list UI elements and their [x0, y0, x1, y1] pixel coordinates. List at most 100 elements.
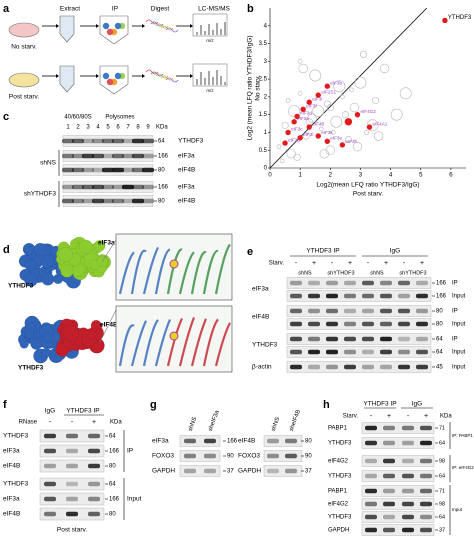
blot-strip	[286, 305, 432, 317]
blot-band	[82, 153, 94, 159]
background-point	[349, 102, 360, 113]
blot-band	[44, 481, 56, 487]
blot-band	[112, 184, 124, 190]
blot-band	[88, 463, 100, 469]
protein-label: YTHDF3	[8, 283, 34, 290]
tube	[99, 65, 129, 95]
ribbon	[118, 251, 135, 295]
group-label: IgG	[390, 248, 400, 255]
marker-label: 64	[109, 434, 116, 440]
blot-band	[92, 138, 104, 144]
blot-band	[290, 308, 302, 314]
lane-label: shNS	[188, 416, 199, 432]
blot-band	[362, 364, 374, 370]
panel-letter: f	[3, 399, 7, 411]
blot-band	[380, 349, 392, 355]
background-point	[309, 69, 322, 82]
group-label: shNS	[40, 160, 57, 167]
diagonal	[269, 7, 428, 169]
blot-band	[308, 293, 320, 299]
marker-label: 71	[439, 425, 445, 431]
group-label: IgG	[45, 408, 55, 415]
treatment-state: +	[420, 260, 424, 267]
blot-strip	[179, 435, 221, 447]
blot-band	[290, 280, 302, 286]
blot-band	[362, 336, 374, 342]
background-point	[319, 149, 329, 159]
blot-band	[102, 167, 114, 173]
x-axis-subtitle: Post starv.	[353, 191, 383, 198]
marker-label: 64	[109, 482, 116, 488]
point-label: eIF4A1	[373, 121, 388, 126]
marker-label: 166	[436, 281, 447, 287]
blot-band	[416, 364, 428, 370]
background-point	[340, 94, 345, 100]
point-label: eIF3f	[306, 104, 317, 109]
fraction-label: IP: PABP1	[452, 433, 473, 438]
zoom-guide	[101, 239, 117, 263]
y-tick-label: 0.5	[259, 148, 268, 154]
blot-strip	[286, 333, 432, 345]
marker-label: 80	[158, 199, 165, 205]
blot-band	[72, 198, 84, 204]
ligand	[169, 259, 179, 269]
blot-band	[88, 481, 100, 487]
point-label: eIF3b	[330, 80, 342, 85]
marker-label: 64	[439, 440, 445, 446]
blot-band	[326, 308, 338, 314]
blot-band	[267, 468, 279, 474]
background-point	[298, 63, 308, 74]
dish	[8, 22, 40, 38]
protein-label: GAPDH	[328, 528, 349, 534]
blot-band	[398, 349, 410, 355]
fraction-label: Input	[452, 350, 466, 356]
protein-label: eIF4B	[3, 463, 20, 470]
lane-number: 7	[126, 125, 130, 131]
y-tick-label: 2	[264, 94, 268, 100]
blot-band	[362, 280, 374, 286]
structure-atom	[33, 242, 47, 257]
treatment-state: -	[370, 413, 373, 420]
protein-label: eIF3a	[3, 496, 20, 503]
point-label: eIF3i	[312, 96, 322, 101]
protein-label: eIF4G2	[328, 459, 349, 465]
treatment-state: +	[384, 260, 388, 267]
blot-strip	[361, 524, 435, 536]
marker-label: 80	[436, 309, 443, 315]
y-axis-subtitle: No starv.	[255, 75, 262, 101]
blot-band	[402, 488, 414, 494]
treatment-state: +	[92, 419, 96, 426]
protein-label: eIF3a	[3, 448, 20, 455]
treatment-label: RNase	[19, 420, 38, 426]
treatment-state: -	[71, 419, 74, 426]
bead	[114, 22, 122, 30]
protein-label: eIF3a	[252, 286, 269, 293]
panel-letter: b	[247, 3, 254, 15]
structure-atom	[24, 273, 38, 287]
y-tick-label: 3	[264, 59, 268, 65]
blot-strip	[39, 492, 105, 506]
protein-label: PABP1	[328, 489, 348, 495]
fraction-label: Input	[127, 496, 142, 503]
blot-strip	[361, 437, 435, 449]
blot-band	[362, 321, 374, 327]
blot-band	[380, 293, 392, 299]
ribbon	[118, 324, 135, 367]
axis-label: m/z	[206, 38, 214, 43]
highlight-point	[306, 124, 312, 130]
lane-number: 1	[66, 125, 70, 131]
blot-band	[132, 184, 144, 190]
point-label: eIF3h	[345, 139, 357, 144]
blot-band	[416, 336, 428, 342]
blot-band	[62, 184, 74, 190]
blot-band	[365, 527, 377, 533]
blot-band	[66, 433, 78, 439]
marker-label: 166	[158, 185, 169, 191]
fraction-label: IP	[452, 309, 458, 315]
point-label: eIF3d	[300, 111, 312, 116]
blot-band	[383, 458, 395, 464]
condition-label: Post starv.	[9, 94, 39, 101]
blot-band	[420, 458, 432, 464]
blot-strip	[361, 485, 435, 497]
